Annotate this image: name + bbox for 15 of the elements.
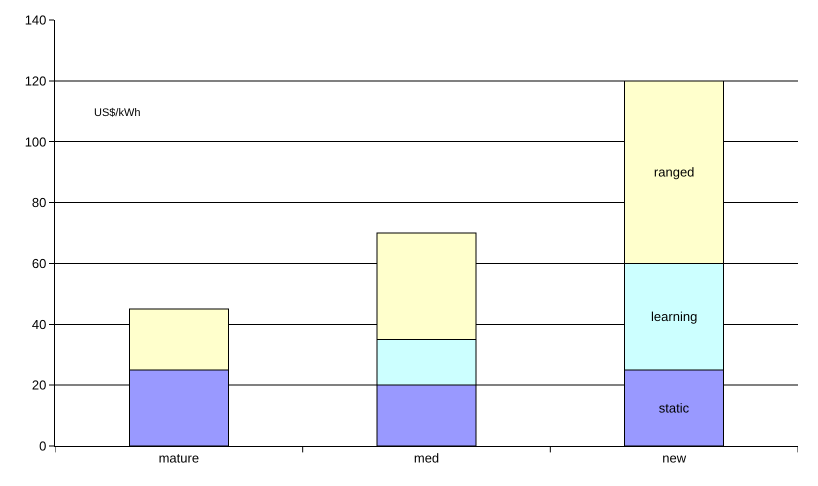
y-tick-label: 100 [24,134,46,150]
y-tick-label: 40 [32,316,46,332]
y-tick-label: 120 [24,73,46,88]
annotation: US$/kWh [94,107,140,119]
x-tick-label: new [662,450,687,466]
series-label: learning [651,309,698,324]
y-tick-label: 140 [24,12,46,28]
x-tick-label: med [414,450,440,466]
series-label: ranged [654,164,694,180]
y-tick-label: 80 [32,195,46,210]
y-tick-label: 0 [39,438,46,454]
series-label: static [658,400,690,416]
y-tick-label: 60 [32,256,46,271]
x-tick-label: mature [158,450,200,466]
y-tick-label: 20 [32,378,46,393]
